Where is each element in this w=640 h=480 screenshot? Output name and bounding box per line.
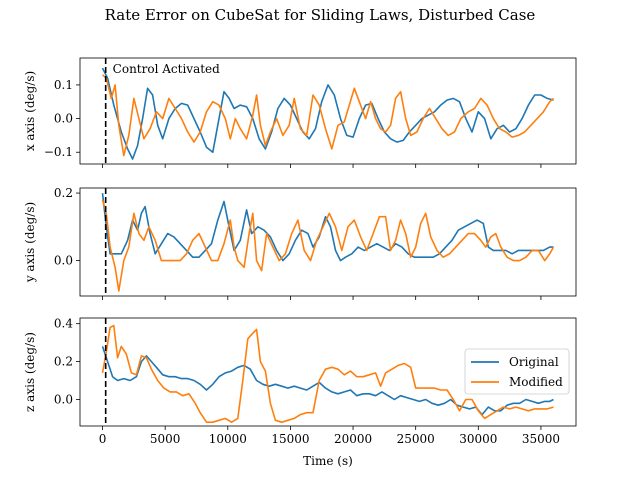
y-tick-label: −0.1: [44, 145, 73, 159]
panel-z-axis: 0.0 0.2 0.4 0 5000 10000 15000 20000 25000 30000 3…: [23, 317, 577, 446]
y-tick-label: 0.0: [54, 254, 73, 268]
x-axis-label: Time (s): [303, 454, 353, 468]
series-line-original-x: [101, 67, 554, 160]
y-axis-label-z: z axis (deg/s): [23, 332, 37, 412]
x-tick-label: 0: [99, 432, 107, 446]
axes-frame: [79, 317, 577, 427]
y-tick-label: 0.2: [54, 355, 73, 369]
x-tick-label: 15000: [271, 432, 309, 446]
axes-frame: [79, 187, 577, 297]
y-tick-label: 0.1: [54, 78, 73, 92]
y-tick-label: 0.0: [54, 392, 73, 406]
panel-y-axis: 0.0 0.2 y axis (deg/s): [23, 186, 577, 300]
x-tick-label: 35000: [522, 432, 560, 446]
x-tick-label: 10000: [209, 432, 247, 446]
chart-title: Rate Error on CubeSat for Sliding Laws, …: [105, 6, 536, 24]
x-tick-label: 25000: [397, 432, 435, 446]
series-line-modified-z: [101, 324, 554, 423]
legend: Original Modified: [464, 348, 570, 395]
x-tick-label: 20000: [334, 432, 372, 446]
series-line-modified-y: [101, 199, 555, 292]
y-axis-label-y: y axis (deg/s): [23, 202, 37, 283]
y-tick-label: 0.2: [54, 186, 73, 200]
series-line-modified-x: [101, 74, 555, 157]
control-activated-annotation: Control Activated: [113, 62, 220, 76]
legend-label-original: Original: [509, 355, 559, 369]
axes-frame: [79, 57, 577, 165]
x-tick-label: 5000: [150, 432, 181, 446]
y-tick-label: 0.0: [54, 112, 73, 126]
legend-label-modified: Modified: [509, 375, 563, 389]
panel-x-axis: −0.1 0.0 0.1 x axis (deg/s) Control Activate…: [23, 57, 577, 168]
y-axis-label-x: x axis (deg/s): [23, 71, 37, 151]
x-tick-label: 30000: [459, 432, 497, 446]
y-tick-label: 0.4: [54, 317, 73, 331]
